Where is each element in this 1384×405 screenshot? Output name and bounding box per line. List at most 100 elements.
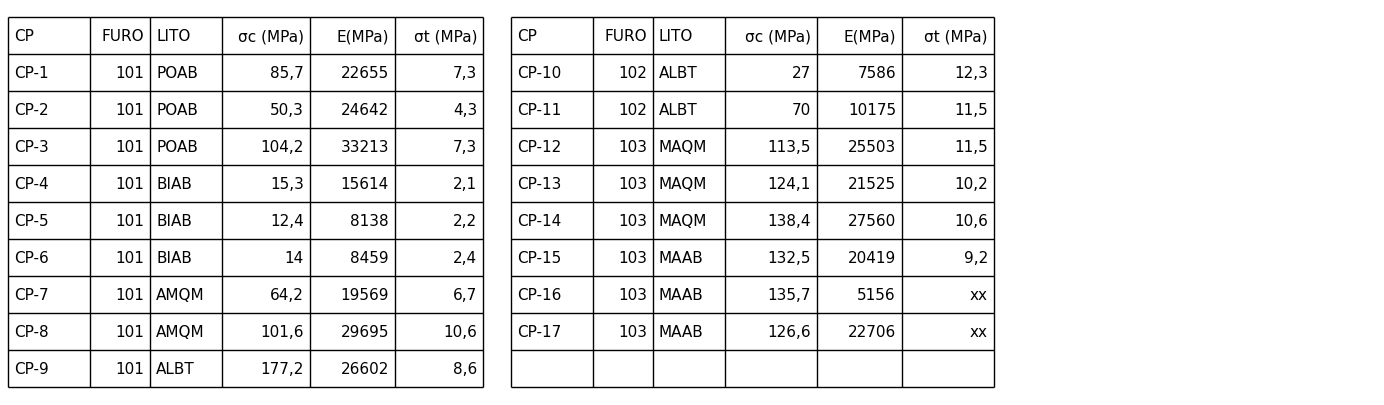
Text: ALBT: ALBT xyxy=(659,103,698,118)
Text: CP-6: CP-6 xyxy=(14,250,48,265)
Text: MAQM: MAQM xyxy=(659,213,707,228)
Text: 138,4: 138,4 xyxy=(768,213,811,228)
Text: 5156: 5156 xyxy=(857,287,895,302)
Text: 132,5: 132,5 xyxy=(768,250,811,265)
Text: 15,3: 15,3 xyxy=(270,177,304,192)
Text: 113,5: 113,5 xyxy=(768,140,811,155)
Text: 27: 27 xyxy=(792,66,811,81)
Text: σt (MPa): σt (MPa) xyxy=(925,29,988,44)
Text: 8459: 8459 xyxy=(350,250,389,265)
Text: 9,2: 9,2 xyxy=(963,250,988,265)
Text: 15614: 15614 xyxy=(340,177,389,192)
Text: AMQM: AMQM xyxy=(156,287,205,302)
Text: 101: 101 xyxy=(115,324,144,339)
Text: MAQM: MAQM xyxy=(659,140,707,155)
Text: 103: 103 xyxy=(619,213,646,228)
Text: 103: 103 xyxy=(619,177,646,192)
Text: CP-14: CP-14 xyxy=(518,213,562,228)
Text: 101: 101 xyxy=(115,140,144,155)
Text: σc (MPa): σc (MPa) xyxy=(238,29,304,44)
Text: ALBT: ALBT xyxy=(156,361,195,376)
Text: 22706: 22706 xyxy=(848,324,895,339)
Text: 21525: 21525 xyxy=(848,177,895,192)
Text: MAQM: MAQM xyxy=(659,177,707,192)
Text: BIAB: BIAB xyxy=(156,177,192,192)
Text: 8138: 8138 xyxy=(350,213,389,228)
Text: POAB: POAB xyxy=(156,103,198,118)
Text: POAB: POAB xyxy=(156,140,198,155)
Text: σt (MPa): σt (MPa) xyxy=(414,29,477,44)
Text: 20419: 20419 xyxy=(848,250,895,265)
Text: 101: 101 xyxy=(115,103,144,118)
Text: 29695: 29695 xyxy=(340,324,389,339)
Text: 101: 101 xyxy=(115,177,144,192)
Text: 103: 103 xyxy=(619,287,646,302)
Text: 26602: 26602 xyxy=(340,361,389,376)
Text: FURO: FURO xyxy=(101,29,144,44)
Text: 12,3: 12,3 xyxy=(954,66,988,81)
Text: BIAB: BIAB xyxy=(156,213,192,228)
Text: 33213: 33213 xyxy=(340,140,389,155)
Text: 2,4: 2,4 xyxy=(453,250,477,265)
Text: CP-15: CP-15 xyxy=(518,250,562,265)
Text: 177,2: 177,2 xyxy=(260,361,304,376)
Text: 27560: 27560 xyxy=(848,213,895,228)
Text: 101,6: 101,6 xyxy=(260,324,304,339)
Text: 24642: 24642 xyxy=(340,103,389,118)
Text: CP-3: CP-3 xyxy=(14,140,48,155)
Text: 2,2: 2,2 xyxy=(453,213,477,228)
Text: 101: 101 xyxy=(115,66,144,81)
Text: 102: 102 xyxy=(619,66,646,81)
Text: σc (MPa): σc (MPa) xyxy=(745,29,811,44)
Text: 11,5: 11,5 xyxy=(954,103,988,118)
Text: 10,6: 10,6 xyxy=(443,324,477,339)
Text: E(MPa): E(MPa) xyxy=(843,29,895,44)
Text: MAAB: MAAB xyxy=(659,287,703,302)
Text: 10,2: 10,2 xyxy=(954,177,988,192)
Text: 10175: 10175 xyxy=(848,103,895,118)
Text: 7,3: 7,3 xyxy=(453,140,477,155)
Text: CP-5: CP-5 xyxy=(14,213,48,228)
Text: 70: 70 xyxy=(792,103,811,118)
Text: CP: CP xyxy=(14,29,33,44)
Text: CP-7: CP-7 xyxy=(14,287,48,302)
Text: xx: xx xyxy=(970,324,988,339)
Text: CP-8: CP-8 xyxy=(14,324,48,339)
Text: 11,5: 11,5 xyxy=(954,140,988,155)
Text: CP-17: CP-17 xyxy=(518,324,562,339)
Text: 4,3: 4,3 xyxy=(453,103,477,118)
Text: 50,3: 50,3 xyxy=(270,103,304,118)
Text: 8,6: 8,6 xyxy=(453,361,477,376)
Text: CP-12: CP-12 xyxy=(518,140,562,155)
Text: ALBT: ALBT xyxy=(659,66,698,81)
Text: CP-10: CP-10 xyxy=(518,66,562,81)
Text: POAB: POAB xyxy=(156,66,198,81)
Text: 14: 14 xyxy=(285,250,304,265)
Text: 135,7: 135,7 xyxy=(768,287,811,302)
Text: E(MPa): E(MPa) xyxy=(336,29,389,44)
Text: CP-1: CP-1 xyxy=(14,66,48,81)
Text: 101: 101 xyxy=(115,213,144,228)
Text: 103: 103 xyxy=(619,324,646,339)
Text: MAAB: MAAB xyxy=(659,250,703,265)
Text: CP-9: CP-9 xyxy=(14,361,48,376)
Text: LITO: LITO xyxy=(156,29,191,44)
Text: 126,6: 126,6 xyxy=(767,324,811,339)
Text: 12,4: 12,4 xyxy=(270,213,304,228)
Text: 85,7: 85,7 xyxy=(270,66,304,81)
Text: 101: 101 xyxy=(115,287,144,302)
Text: 25503: 25503 xyxy=(848,140,895,155)
Text: CP-2: CP-2 xyxy=(14,103,48,118)
Text: CP-13: CP-13 xyxy=(518,177,562,192)
Text: CP-16: CP-16 xyxy=(518,287,562,302)
Text: 64,2: 64,2 xyxy=(270,287,304,302)
Text: 19569: 19569 xyxy=(340,287,389,302)
Text: 10,6: 10,6 xyxy=(954,213,988,228)
Text: 103: 103 xyxy=(619,250,646,265)
Text: BIAB: BIAB xyxy=(156,250,192,265)
Text: AMQM: AMQM xyxy=(156,324,205,339)
Text: CP: CP xyxy=(518,29,537,44)
Text: 101: 101 xyxy=(115,361,144,376)
Text: CP-4: CP-4 xyxy=(14,177,48,192)
Text: CP-11: CP-11 xyxy=(518,103,562,118)
